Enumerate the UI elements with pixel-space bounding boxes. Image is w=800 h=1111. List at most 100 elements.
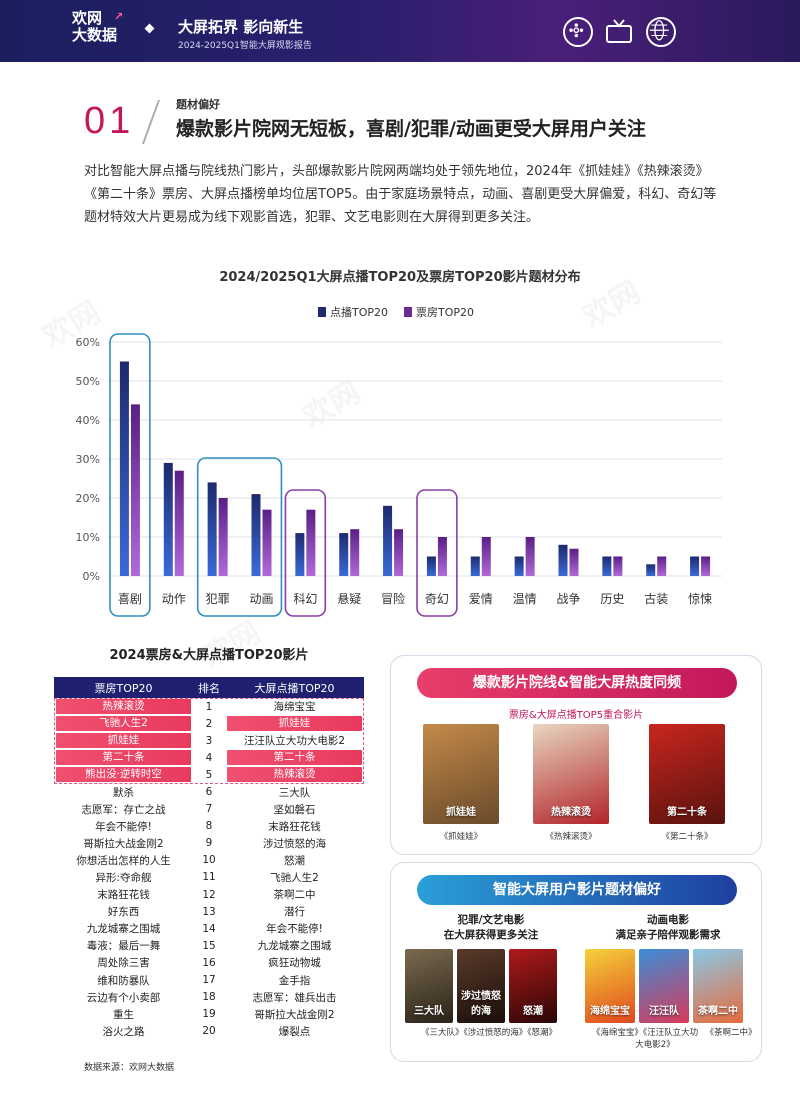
table-header: 票房TOP20 排名 大屏点播TOP20 xyxy=(54,677,364,698)
movie-poster: 怒潮 xyxy=(509,949,557,1023)
bar-vod-top20 xyxy=(426,556,436,576)
header-box-office: 票房TOP20 xyxy=(94,681,153,695)
movie-poster: 第二十条 xyxy=(649,724,725,824)
table-row: 默杀 6 三大队 xyxy=(54,783,364,800)
x-tick-label: 历史 xyxy=(600,592,624,606)
globe-icon xyxy=(646,17,676,47)
big-screen-film: 潜行 xyxy=(284,906,305,919)
poster-title: 汪汪队 xyxy=(649,1006,679,1017)
bar-box-office-top20 xyxy=(350,529,360,576)
big-screen-film: 志愿军：雄兵出击 xyxy=(252,991,337,1004)
box-office-film: 末路狂花钱 xyxy=(97,889,150,902)
highlight-box xyxy=(416,489,458,617)
y-tick-label: 0% xyxy=(83,570,100,583)
rank-number: 14 xyxy=(202,922,216,935)
card-subtitle: 票房&大屏点播TOP5重合影片 xyxy=(508,710,644,721)
table-row: 周处除三害 16 疯狂动物城 xyxy=(54,954,364,971)
animation-caption-line1: 《海绵宝宝》《汪汪队立大功 xyxy=(591,1028,699,1038)
bar-box-office-top20 xyxy=(701,556,711,576)
x-tick-label: 悬疑 xyxy=(337,591,361,606)
x-tick-label: 喜剧 xyxy=(118,592,142,606)
big-screen-film: 热辣滚烫 xyxy=(227,767,362,783)
big-screen-film: 怒潮 xyxy=(284,854,305,867)
rank-number: 8 xyxy=(205,820,213,833)
bar-vod-top20 xyxy=(207,482,217,576)
box-office-film: 志愿军：存亡之战 xyxy=(81,803,166,816)
movie-poster: 汪汪队 xyxy=(639,949,689,1023)
box-office-film: 飞驰人生2 xyxy=(56,716,191,732)
bar-vod-top20 xyxy=(339,533,349,576)
rank-number: 17 xyxy=(202,974,216,987)
rank-number: 18 xyxy=(202,991,216,1004)
bar-box-office-top20 xyxy=(437,537,447,576)
big-screen-film: 涉过愤怒的海 xyxy=(263,837,326,850)
y-tick-label: 30% xyxy=(76,453,100,466)
table-row: 热辣滚烫 1 海绵宝宝 xyxy=(54,698,364,715)
big-screen-film: 末路狂花钱 xyxy=(268,820,321,833)
table-row: 异形:夺命舰 11 飞驰人生2 xyxy=(54,869,364,886)
big-screen-film: 哥斯拉大战金刚2 xyxy=(254,1008,335,1021)
table-row: 云边有个小卖部 18 志愿军：雄兵出击 xyxy=(54,989,364,1006)
rank-number: 15 xyxy=(202,939,216,952)
x-tick-label: 战争 xyxy=(556,592,580,606)
bar-box-office-top20 xyxy=(481,537,491,576)
movie-poster: 三大队 xyxy=(405,949,453,1023)
rank-number: 12 xyxy=(202,888,216,901)
diamond-bullet-icon xyxy=(144,23,155,34)
rank-number: 11 xyxy=(202,871,216,884)
rank-number: 3 xyxy=(205,734,213,747)
big-screen-film: 坚如磐石 xyxy=(273,803,316,816)
bar-box-office-top20 xyxy=(306,509,316,576)
poster-title: 热辣滚烫 xyxy=(551,807,591,818)
table-row: 年会不能停! 8 末路狂花钱 xyxy=(54,818,364,835)
poster-title: 海绵宝宝 xyxy=(590,1006,630,1017)
big-screen-film: 年会不能停! xyxy=(266,923,323,936)
movie-poster: 热辣滚烫 xyxy=(533,724,609,824)
box-office-film: 年会不能停! xyxy=(95,820,152,833)
x-tick-label: 冒险 xyxy=(381,591,405,606)
table-row: 末路狂花钱 12 茶啊二中 xyxy=(54,886,364,903)
bar-box-office-top20 xyxy=(262,509,272,576)
header-title: 大屏拓界 影向新生 xyxy=(178,18,304,36)
section-number: 01 xyxy=(84,100,135,142)
rank-number: 5 xyxy=(205,768,213,781)
bar-vod-top20 xyxy=(602,556,612,576)
x-tick-label: 古装 xyxy=(644,591,668,606)
big-screen-film: 疯狂动物城 xyxy=(268,957,321,970)
bar-vod-top20 xyxy=(119,361,129,576)
box-office-film: 哥斯拉大战金刚2 xyxy=(83,837,164,850)
bar-box-office-top20 xyxy=(613,556,623,576)
table-row: 飞驰人生2 2 抓娃娃 xyxy=(54,715,364,732)
table-row: 志愿军：存亡之战 7 坚如磐石 xyxy=(54,801,364,818)
box-office-film: 维和防暴队 xyxy=(97,974,150,987)
chart-legend: 点播TOP20 票房TOP20 xyxy=(318,304,474,320)
x-tick-label: 惊悚 xyxy=(688,591,712,606)
report-header: 欢网 大数据 ↗ 大屏拓界 影向新生 2024-2025Q1智能大屏观影报告 xyxy=(0,0,800,62)
rank-number: 6 xyxy=(205,786,213,799)
animation-caption-tail: 《茶啊二中》 xyxy=(705,1028,757,1038)
bar-vod-top20 xyxy=(295,533,305,576)
x-tick-label: 动画 xyxy=(249,592,273,606)
bar-vod-top20 xyxy=(383,505,393,576)
box-office-film: 熊出没·逆转时空 xyxy=(56,767,191,783)
bar-box-office-top20 xyxy=(130,404,140,576)
poster-title: 三大队 xyxy=(414,1006,444,1017)
chart-title: 2024/2025Q1大屏点播TOP20及票房TOP20影片题材分布 xyxy=(219,270,581,285)
table-row: 熊出没·逆转时空 5 热辣滚烫 xyxy=(54,766,364,783)
section-kicker: 题材偏好 xyxy=(176,98,220,111)
big-screen-film: 茶啊二中 xyxy=(273,889,316,902)
poster-title: 怒潮 xyxy=(523,1006,543,1017)
bar-box-office-top20 xyxy=(218,498,228,576)
box-office-film: 云边有个小卖部 xyxy=(86,991,161,1004)
bar-vod-top20 xyxy=(690,556,700,576)
bar-box-office-top20 xyxy=(569,548,579,576)
header-subtitle: 2024-2025Q1智能大屏观影报告 xyxy=(178,41,312,51)
x-tick-label: 动作 xyxy=(162,592,186,606)
box-office-film: 异形:夺命舰 xyxy=(95,871,152,884)
rank-number: 9 xyxy=(205,837,213,850)
rank-number: 4 xyxy=(205,751,213,764)
table-row: 重生 19 哥斯拉大战金刚2 xyxy=(54,1006,364,1023)
box-office-film: 周处除三害 xyxy=(97,957,150,970)
movie-poster: 海绵宝宝 xyxy=(585,949,635,1023)
box-office-film: 毒液：最后一舞 xyxy=(86,940,161,953)
